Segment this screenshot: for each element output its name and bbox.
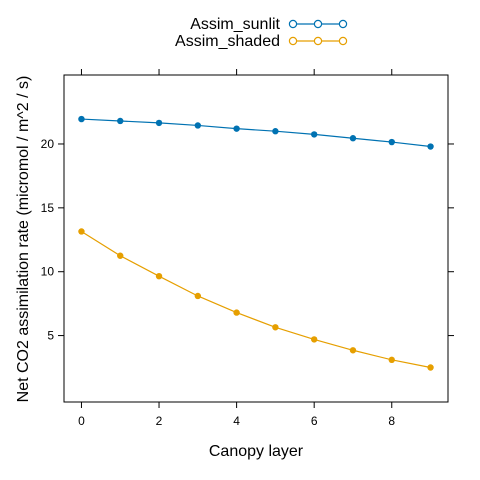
y-axis-label: Net CO2 assimilation rate (micromol / m^…	[15, 76, 32, 403]
data-point-Assim_shaded	[389, 357, 395, 363]
data-point-Assim_shaded	[117, 253, 123, 259]
legend-marker-Assim_sunlit	[289, 20, 296, 27]
legend-marker-Assim_shaded	[339, 37, 346, 44]
x-tick-label: 2	[156, 414, 163, 428]
data-point-Assim_shaded	[350, 347, 356, 353]
legend-label: Assim_shaded	[175, 33, 280, 50]
data-point-Assim_shaded	[311, 336, 317, 342]
x-axis-label: Canopy layer	[209, 443, 304, 460]
data-point-Assim_sunlit	[156, 120, 162, 126]
legend-label: Assim_sunlit	[190, 16, 280, 33]
data-point-Assim_sunlit	[389, 139, 395, 145]
axes: 0 2 4 6 8 5 10 15 20	[41, 69, 454, 428]
data-point-Assim_shaded	[427, 364, 433, 370]
legend-marker-Assim_shaded	[289, 37, 296, 44]
x-tick-label: 6	[311, 414, 318, 428]
plot-frame	[64, 75, 448, 402]
data-point-Assim_sunlit	[427, 143, 433, 149]
x-tick-label: 8	[388, 414, 395, 428]
data-point-Assim_sunlit	[117, 118, 123, 124]
x-tick-label: 4	[233, 414, 240, 428]
y-tick-label: 20	[41, 137, 55, 151]
data-point-Assim_shaded	[272, 324, 278, 330]
data-point-Assim_sunlit	[78, 116, 84, 122]
y-tick-label: 15	[41, 201, 55, 215]
data-point-Assim_shaded	[78, 228, 84, 234]
legend-marker-Assim_sunlit	[339, 20, 346, 27]
data-point-Assim_sunlit	[350, 135, 356, 141]
data-point-Assim_sunlit	[233, 125, 239, 131]
data-point-Assim_shaded	[195, 293, 201, 299]
legend-marker-Assim_sunlit	[314, 20, 321, 27]
legend-marker-Assim_shaded	[314, 37, 321, 44]
series-layer	[78, 116, 433, 371]
y-tick-label: 5	[47, 329, 54, 343]
series-line-Assim_sunlit	[81, 119, 430, 146]
data-point-Assim_shaded	[233, 309, 239, 315]
series-line-Assim_shaded	[81, 231, 430, 367]
data-point-Assim_sunlit	[311, 131, 317, 137]
data-point-Assim_shaded	[156, 273, 162, 279]
data-point-Assim_sunlit	[195, 122, 201, 128]
y-tick-label: 10	[41, 265, 55, 279]
data-point-Assim_sunlit	[272, 128, 278, 134]
x-tick-label: 0	[78, 414, 85, 428]
